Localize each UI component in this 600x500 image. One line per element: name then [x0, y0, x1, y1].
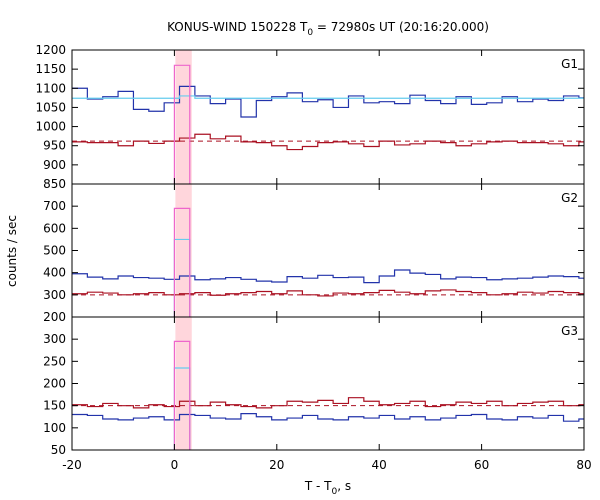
y-tick-label-g2: 300 — [43, 288, 66, 302]
y-tick-label-g2: 400 — [43, 266, 66, 280]
panel-label-g2: G2 — [561, 191, 578, 205]
series-g1-dark-blue — [72, 85, 584, 118]
y-tick-label-g2: 700 — [43, 199, 66, 213]
y-tick-label-g2: 600 — [43, 221, 66, 235]
series-g2-dark-blue — [72, 269, 584, 284]
highlight-band-g2 — [175, 184, 192, 317]
y-tick-label-g3: 150 — [43, 399, 66, 413]
x-tick-label: -20 — [62, 458, 82, 472]
series-g1-dark-red — [72, 133, 584, 151]
panel-frame-g2 — [71, 183, 585, 318]
x-tick-label: 40 — [372, 458, 387, 472]
panel-frame-g3 — [71, 316, 585, 451]
highlight-band-g1 — [175, 50, 192, 184]
x-tick-label: 0 — [171, 458, 179, 472]
y-tick-label-g1: 950 — [43, 139, 66, 153]
y-tick-label-g1: 1200 — [35, 43, 66, 57]
y-tick-label-g3: 300 — [43, 332, 66, 346]
y-tick-label-g1: 1100 — [35, 81, 66, 95]
panel-label-g1: G1 — [561, 57, 578, 71]
y-tick-label-g1: 900 — [43, 158, 66, 172]
series-g1-light-blue — [72, 95, 584, 99]
series-g1-pink — [173, 64, 191, 184]
y-axis-title: counts / sec — [5, 215, 19, 287]
x-tick-label: 60 — [474, 458, 489, 472]
y-tick-label-g3: 200 — [43, 377, 66, 391]
x-tick-label: 80 — [576, 458, 591, 472]
chart-title: KONUS-WIND 150228 T0 = 72980s UT (20:16:… — [167, 20, 489, 38]
series-g2-dark-red — [72, 289, 584, 297]
y-tick-label-g2: 500 — [43, 244, 66, 258]
y-tick-label-g3: 250 — [43, 354, 66, 368]
y-tick-label-g1: 1050 — [35, 100, 66, 114]
y-tick-label-g1: 850 — [43, 177, 66, 191]
y-tick-label-g1: 1150 — [35, 62, 66, 76]
series-g3-dark-red — [72, 397, 584, 409]
x-tick-label: 20 — [269, 458, 284, 472]
series-g2-pink — [173, 207, 191, 317]
series-g3-pink — [173, 340, 191, 450]
y-tick-label-g1: 1000 — [35, 120, 66, 134]
series-g3-dark-blue — [72, 413, 584, 422]
panel-label-g3: G3 — [561, 324, 578, 338]
x-axis-title: T - T0, s — [304, 479, 351, 497]
panel-frame-g1 — [71, 49, 585, 185]
y-tick-label-g3: 100 — [43, 421, 66, 435]
y-tick-label-g3: 50 — [51, 443, 66, 457]
y-tick-label-g2: 200 — [43, 310, 66, 324]
plot-layer: 85090095010001050110011501200G1200300400… — [35, 43, 591, 472]
